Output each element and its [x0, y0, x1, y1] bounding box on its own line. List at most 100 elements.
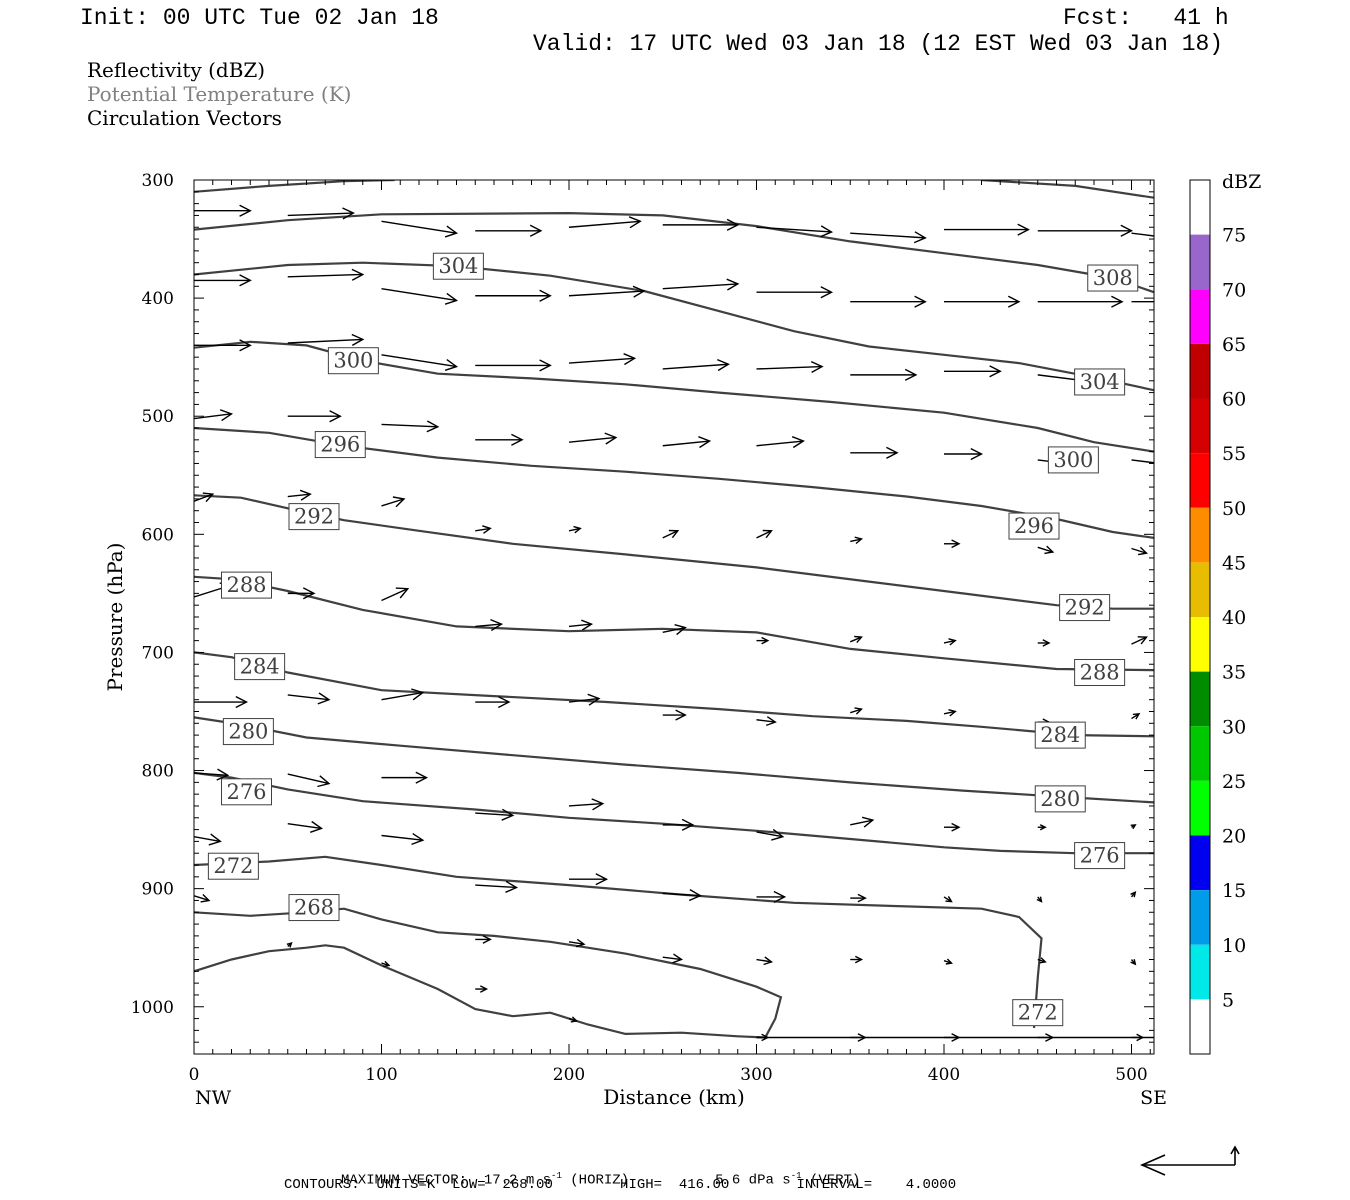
svg-text:272: 272: [1018, 1001, 1058, 1025]
x-tick-label: 300: [740, 1065, 772, 1085]
contour-label: 276: [221, 778, 272, 806]
contour-label: 284: [1034, 721, 1086, 749]
y-tick-label: 700: [142, 643, 174, 663]
colorbar-tick-label: 60: [1222, 389, 1246, 411]
circulation-vector: [662, 436, 712, 449]
svg-text:280: 280: [228, 720, 268, 744]
circulation-vector: [1131, 300, 1154, 303]
circulation-vector: [662, 709, 687, 721]
colorbar-tick-label: 65: [1222, 334, 1246, 356]
circulation-vector: [194, 339, 252, 352]
circulation-vector: [849, 635, 863, 644]
colorbar-tick-label: 10: [1222, 935, 1246, 957]
circulation-vector: [1037, 1033, 1055, 1042]
circulation-vector: [850, 955, 864, 964]
circulation-vector: [287, 207, 355, 220]
circulation-vector: [194, 833, 222, 846]
circulation-vector: [381, 354, 459, 371]
circulation-vector: [568, 798, 605, 811]
svg-text:284: 284: [1040, 723, 1080, 747]
circulation-vector: [1037, 224, 1134, 237]
circulation-vector: [756, 716, 777, 727]
circulation-vector: [943, 709, 957, 717]
circulation-vector: [475, 224, 543, 237]
circulation-vector: [1131, 1033, 1145, 1042]
svg-text:288: 288: [226, 573, 266, 597]
circulation-vectors: [194, 204, 1154, 1042]
circulation-vector: [662, 624, 687, 636]
contour-label: 276: [1074, 842, 1126, 870]
y-tick-label: 500: [142, 407, 174, 427]
colorbar-segment: [1190, 835, 1210, 891]
circulation-vector: [662, 218, 740, 231]
circulation-vector: [194, 204, 252, 217]
circulation-vector: [850, 446, 899, 459]
circulation-vector: [850, 707, 863, 715]
theta-contour-304: [194, 261, 1154, 392]
circulation-vector: [381, 220, 459, 238]
colorbar-tick-label: 40: [1222, 607, 1246, 629]
theta-contour-292: [194, 494, 1154, 610]
svg-text:308: 308: [1093, 266, 1133, 290]
field-potential-temperature: Potential Temperature (K): [87, 82, 352, 106]
circulation-vector: [568, 619, 594, 631]
y-tick-label: 1000: [131, 998, 174, 1018]
circulation-vector: [568, 1016, 578, 1023]
circulation-vector: [662, 953, 684, 964]
colorbar-segment: [1190, 780, 1210, 836]
init-time: Init: 00 UTC Tue 02 Jan 18: [80, 5, 439, 31]
x-tick-label: 0: [189, 1065, 200, 1085]
circulation-vector: [381, 420, 440, 433]
circulation-vector: [569, 873, 609, 886]
circulation-vector: [475, 618, 504, 632]
field-reflectivity: Reflectivity (dBZ): [87, 58, 266, 82]
max-vector-vert-suffix: (VERT): [801, 1172, 861, 1189]
colorbar-tick-label: 70: [1222, 279, 1246, 301]
y-tick-label: 600: [142, 525, 174, 545]
circulation-vector: [850, 295, 927, 308]
circulation-vector: [381, 496, 406, 508]
field-circulation-vectors: Circulation Vectors: [87, 106, 282, 130]
circulation-vector: [475, 808, 515, 821]
theta-contour-280: [194, 716, 1154, 804]
circulation-vector: [568, 216, 642, 229]
colorbar-tick-label: 25: [1222, 771, 1246, 793]
colorbar-tick-label: 15: [1222, 880, 1246, 902]
max-vector-vert: 5.6 dPa s: [715, 1172, 791, 1189]
colorbar-segment: [1190, 398, 1210, 454]
colorbar-tick-label: 55: [1222, 443, 1246, 465]
circulation-vector: [943, 958, 953, 965]
circulation-vector: [850, 368, 918, 381]
circulation-vector: [287, 587, 316, 600]
colorbar-segment: [1190, 343, 1210, 399]
colorbar-tick-label: 45: [1222, 552, 1246, 574]
y-axis-label: Pressure (hPa): [103, 543, 127, 692]
circulation-vector: [1037, 957, 1047, 964]
circulation-vector: [1131, 712, 1141, 720]
colorbar: dBZ 5 10 15 20 25 30 35 40 45 50 55 60 65 70 75: [1189, 171, 1261, 1055]
svg-text:280: 280: [1040, 787, 1080, 811]
svg-text:276: 276: [226, 780, 266, 804]
colorbar-segment: [1190, 507, 1210, 563]
circulation-vector: [662, 278, 740, 291]
contour-label: 304: [432, 252, 484, 280]
circulation-vector: [850, 816, 875, 828]
circulation-vector: [756, 529, 773, 539]
circulation-vector: [756, 1033, 770, 1042]
theta-contour-308: [194, 211, 1154, 294]
contour-label: 280: [1034, 785, 1086, 813]
contour-label: 272: [1012, 999, 1064, 1027]
colorbar-tick-label: 75: [1222, 225, 1246, 247]
circulation-vector: [850, 536, 864, 545]
x-tick-label: 400: [928, 1065, 960, 1085]
y-tick-label: 400: [142, 289, 174, 309]
circulation-vector: [1131, 636, 1148, 645]
svg-text:276: 276: [1080, 844, 1120, 868]
circulation-vector: [1131, 232, 1154, 237]
circulation-vector: [1037, 545, 1055, 555]
contour-label: 272: [207, 852, 259, 880]
circulation-vector: [662, 529, 680, 539]
colorbar-segment: [1190, 999, 1210, 1054]
colorbar-segment: [1190, 453, 1210, 508]
